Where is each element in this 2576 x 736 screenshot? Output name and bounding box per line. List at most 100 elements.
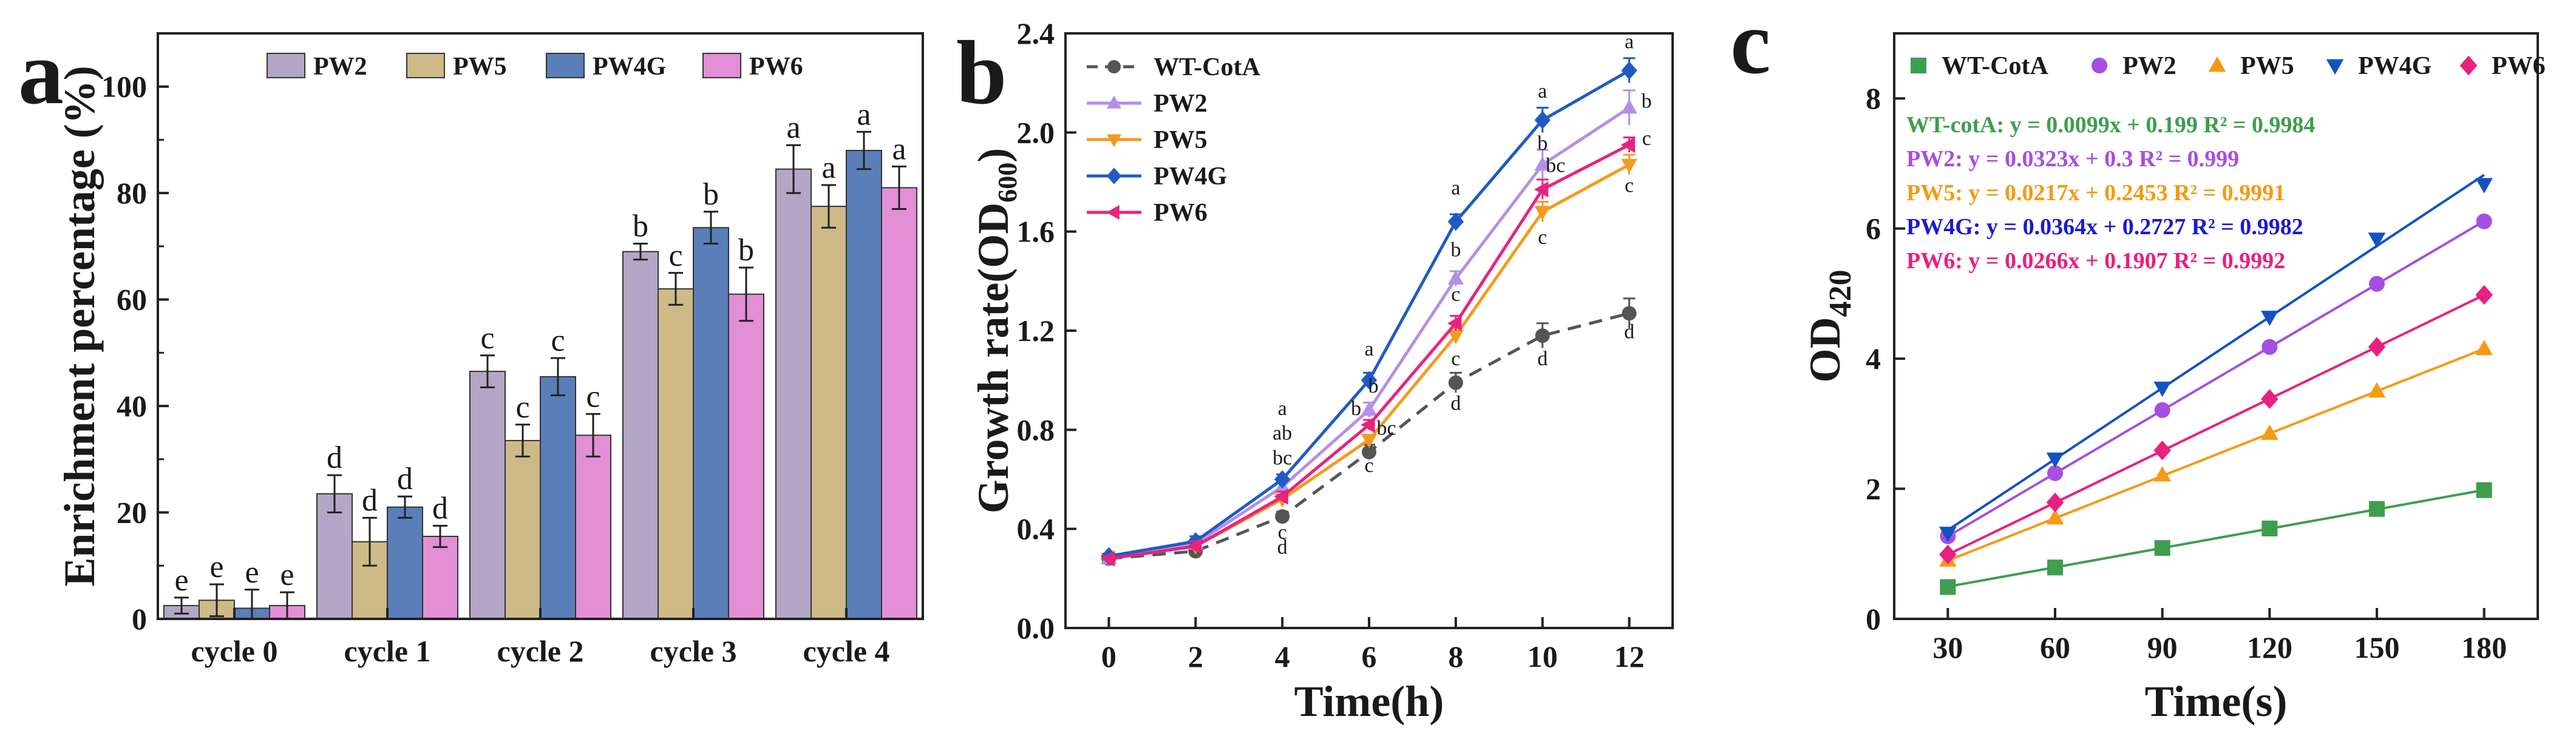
chart-b-data-point bbox=[1448, 375, 1463, 390]
chart-c-legend-label: PW6 bbox=[2492, 52, 2546, 80]
chart-c-data-point bbox=[1940, 579, 1956, 595]
chart-a-x-tick-label: cycle 1 bbox=[344, 634, 431, 668]
chart-c-legend-marker bbox=[2092, 58, 2107, 73]
chart-a-x-tick-label: cycle 4 bbox=[803, 634, 890, 668]
chart-b-x-tick-label: 6 bbox=[1362, 640, 1377, 674]
chart-a-legend-label: PW2 bbox=[313, 53, 367, 81]
chart-c-y-tick-label: 8 bbox=[1866, 81, 1881, 115]
chart-a-legend-swatch bbox=[546, 53, 585, 78]
chart-b-legend-label: PW4G bbox=[1154, 163, 1227, 191]
chart-a-bar bbox=[540, 376, 576, 620]
chart-b-significance-label: b bbox=[1642, 90, 1652, 113]
chart-a-y-tick-label: 0 bbox=[132, 602, 147, 636]
chart-c-data-point bbox=[2475, 285, 2493, 305]
chart-a-legend-swatch bbox=[702, 53, 741, 78]
chart-c-fit-line bbox=[1947, 174, 2485, 532]
chart-b-significance-label: d bbox=[1450, 393, 1461, 415]
chart-a-bar bbox=[316, 493, 353, 620]
chart-a-significance-label: c bbox=[515, 390, 529, 425]
chart-c-legend-marker bbox=[2326, 59, 2344, 75]
chart-b-significance-label: c bbox=[1642, 127, 1651, 150]
chart-a-y-tick-label: 100 bbox=[101, 70, 147, 104]
chart-b-data-point bbox=[1534, 181, 1549, 198]
chart-c-data-point bbox=[2475, 340, 2493, 356]
chart-c-data-point bbox=[2476, 213, 2492, 229]
chart-a-significance-label: e bbox=[209, 550, 223, 584]
chart-c-fit-equation: PW4G: y = 0.0364x + 0.2727 R² = 0.9982 bbox=[1906, 214, 2303, 240]
chart-c-data-point bbox=[2261, 389, 2279, 409]
chart-b-significance-label: a bbox=[1364, 338, 1373, 360]
chart-c-legend-label: PW4G bbox=[2358, 52, 2432, 80]
chart-a-significance-label: b bbox=[703, 177, 719, 212]
chart-c-y-tick-label: 0 bbox=[1866, 602, 1881, 636]
chart-c-plot-frame bbox=[1893, 32, 2539, 620]
chart-a-bar bbox=[846, 150, 882, 620]
chart-b-data-point bbox=[1274, 488, 1288, 505]
chart-c-fit-equation: PW6: y = 0.0266x + 0.1907 R² = 0.9992 bbox=[1906, 248, 2285, 274]
chart-b-significance-label: bc bbox=[1546, 155, 1565, 177]
chart-c-data-point bbox=[2153, 466, 2171, 482]
chart-a-significance-label: c bbox=[668, 238, 682, 273]
chart-c-data-point bbox=[2046, 492, 2064, 513]
chart-a-bar bbox=[811, 206, 847, 620]
chart-b-x-tick-label: 8 bbox=[1448, 640, 1463, 674]
chart-b-legend-marker bbox=[1106, 95, 1122, 109]
chart-c-legend-label: PW5 bbox=[2240, 52, 2294, 80]
chart-c-fit-line bbox=[1947, 488, 2485, 588]
chart-b-legend-marker bbox=[1106, 204, 1120, 220]
chart-c-data-point bbox=[2046, 508, 2064, 525]
chart-a-x-tick-label: cycle 0 bbox=[191, 634, 278, 668]
chart-a-y-tick-label: 80 bbox=[117, 176, 147, 210]
chart-a-y-tick-label: 60 bbox=[117, 283, 147, 317]
chart-a-significance-label: c bbox=[586, 379, 600, 414]
chart-a-y-tick-label: 40 bbox=[117, 389, 147, 423]
chart-b-data-point bbox=[1535, 328, 1550, 343]
chart-b-significance-label: c bbox=[1451, 283, 1460, 306]
chart-c-data-point bbox=[2154, 540, 2170, 556]
chart-b-significance-label: d bbox=[1537, 348, 1548, 370]
chart-b-significance-label: b bbox=[1351, 397, 1361, 420]
chart-c-y-axis-title-main: OD bbox=[1801, 317, 1849, 383]
chart-b-significance-label: bc bbox=[1377, 417, 1396, 440]
chart-b-data-point bbox=[1447, 315, 1462, 331]
chart-b-y-tick-label: 2.0 bbox=[1017, 115, 1055, 149]
chart-a-x-tick-label: cycle 3 bbox=[650, 634, 737, 668]
chart-a-significance-label: e bbox=[280, 558, 294, 592]
chart-b-y-axis-title: Growth rate(OD600) bbox=[969, 148, 1022, 514]
chart-c-x-tick-label: 120 bbox=[2247, 630, 2292, 664]
chart-a-significance-label: d bbox=[327, 441, 342, 475]
chart-b-legend-label: PW2 bbox=[1154, 90, 1208, 118]
chart-a-bar bbox=[575, 434, 611, 620]
chart-c-data-point bbox=[2368, 232, 2386, 248]
chart-a-bar bbox=[728, 293, 764, 620]
chart-b-significance-label: a bbox=[1278, 397, 1287, 420]
chart-c-data-point bbox=[2261, 424, 2279, 440]
chart-c-fit-line bbox=[1947, 294, 2485, 556]
chart-b-data-point bbox=[1534, 206, 1551, 220]
chart-a-bar bbox=[387, 506, 423, 620]
chart-b: 0.00.40.81.21.62.02.40 2 4 6 8 10 12 aabbccdab… bbox=[969, 16, 1674, 726]
chart-c-data-point bbox=[2262, 339, 2278, 355]
chart-a-legend-swatch bbox=[406, 53, 445, 78]
chart-a-significance-label: a bbox=[821, 150, 835, 185]
chart-b-y-tick-label: 1.2 bbox=[1017, 314, 1055, 348]
chart-a-bar bbox=[658, 288, 694, 620]
chart-c-data-point bbox=[2475, 178, 2493, 194]
chart-b-legend-label: PW5 bbox=[1154, 126, 1208, 154]
chart-b-data-point bbox=[1621, 61, 1637, 80]
chart-c-legend-label: WT-CotA bbox=[1942, 52, 2048, 80]
chart-b-significance-label: c bbox=[1625, 174, 1634, 197]
chart-a-bar bbox=[693, 227, 729, 620]
chart-c-data-point bbox=[2046, 452, 2064, 468]
chart-b-data-point bbox=[1622, 306, 1637, 321]
chart-b-data-point bbox=[1447, 270, 1464, 285]
chart-a-bar bbox=[422, 536, 458, 620]
chart-c-data-point bbox=[2369, 275, 2385, 292]
chart-b-data-point bbox=[1274, 470, 1291, 488]
chart-b-data-point bbox=[1361, 371, 1378, 390]
chart-a-significance-label: c bbox=[551, 323, 565, 358]
chart-b-significance-label: c bbox=[1364, 454, 1373, 477]
chart-b-y-tick-label: 0.8 bbox=[1017, 413, 1055, 447]
chart-b-data-point bbox=[1361, 416, 1375, 433]
chart-c-y-tick-label: 4 bbox=[1866, 342, 1881, 376]
